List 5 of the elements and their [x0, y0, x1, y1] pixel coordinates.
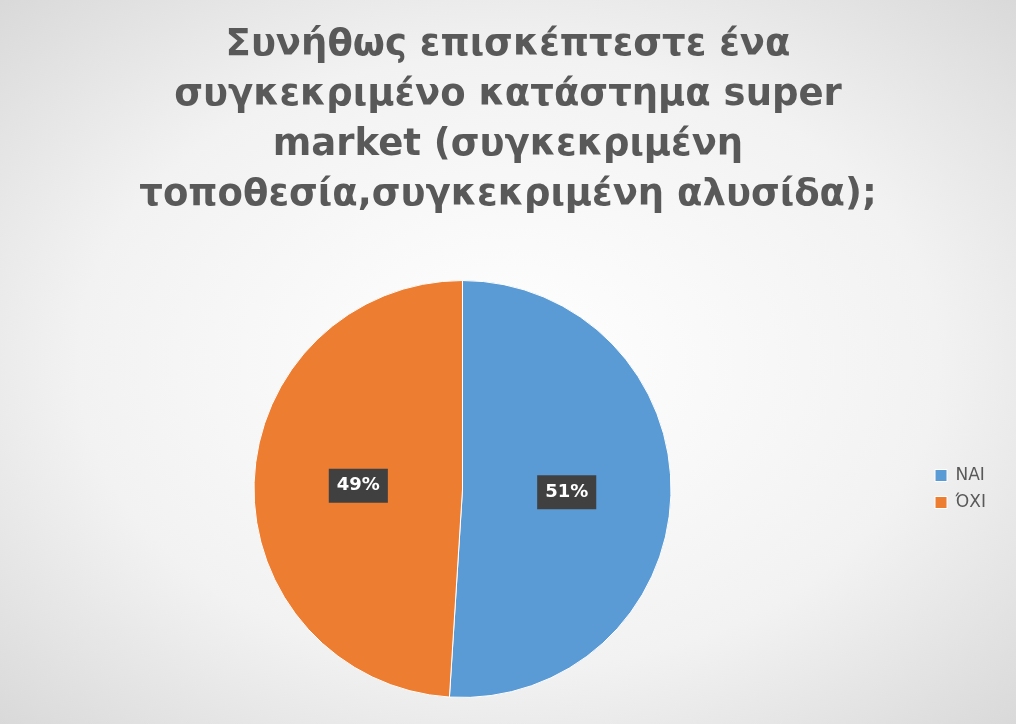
legend-label: ΝΑΙ	[955, 463, 985, 484]
chart-title: Συνήθως επισκέπτεστε ένα συγκεκριμένο κατάστημα super market (συγκεκριμένη τοποθεσία,συγκεκριμένη αλυσίδα);	[138, 20, 878, 216]
data-label: 51%	[545, 479, 589, 501]
data-label: 49%	[336, 473, 380, 495]
legend-label: ΌΧΙ	[954, 490, 987, 511]
